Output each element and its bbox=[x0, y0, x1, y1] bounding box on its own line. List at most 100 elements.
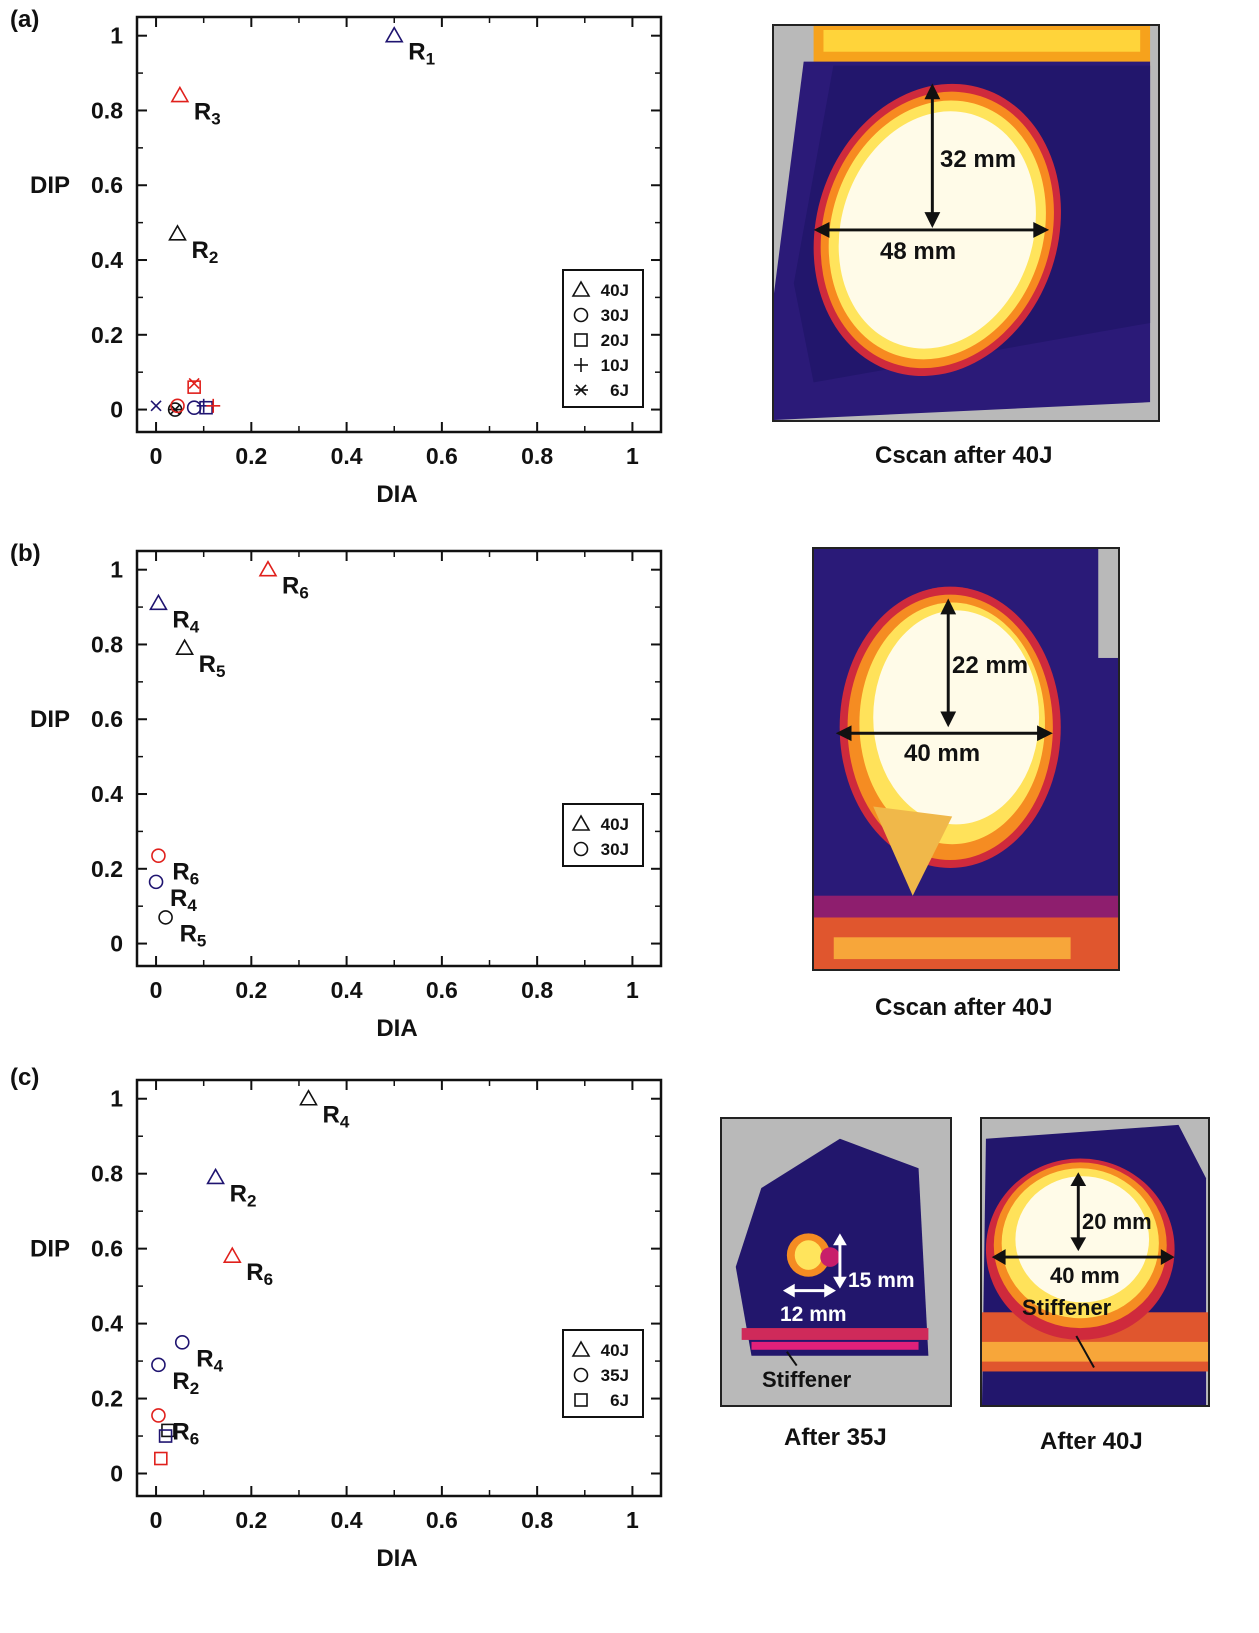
cscan-image-c-40j: 20 mm 40 mm Stiffener bbox=[980, 1117, 1210, 1407]
data-point-circle bbox=[186, 400, 202, 415]
scatter-plot-b: 000.20.20.40.40.60.60.80.811DIADIPR6R4R5… bbox=[30, 549, 663, 1042]
point-label: R2 bbox=[230, 1180, 257, 1210]
legend-label: 30J bbox=[601, 306, 629, 325]
point-label-subscript: 6 bbox=[264, 1270, 273, 1289]
legend-marker-asterisk bbox=[574, 384, 588, 396]
plot-frame bbox=[135, 15, 663, 434]
point-label-subscript: 2 bbox=[209, 248, 218, 267]
legend-label: 20J bbox=[601, 331, 629, 350]
legend-box bbox=[562, 803, 644, 867]
point-label: R5 bbox=[180, 920, 207, 950]
cscan-image-c-35j: 15 mm 12 mm Stiffener bbox=[720, 1117, 952, 1407]
point-label: R6 bbox=[282, 573, 309, 603]
data-point-triangle bbox=[384, 26, 404, 43]
data-point-triangle bbox=[170, 85, 190, 103]
legend-label: 30J bbox=[601, 840, 629, 859]
cscan-b-vertical-dimension: 22 mm bbox=[952, 652, 1029, 679]
x-tick-label: 0.6 bbox=[426, 1507, 458, 1533]
panel-label-b: (b) bbox=[10, 540, 41, 567]
x-tick-label: 0.4 bbox=[331, 1507, 363, 1533]
point-label: R4 bbox=[196, 1345, 223, 1375]
legend: 40J 35J 6J bbox=[562, 1329, 644, 1418]
legend-label: 35J bbox=[601, 1366, 629, 1385]
legend-label: 40J bbox=[601, 815, 629, 834]
x-tick-label: 0.2 bbox=[235, 1507, 267, 1533]
plot-frame bbox=[135, 1078, 663, 1498]
scatter-plot-a: 0 0 0.2 0.2 0.4 0.4 0.6 0.6 0.8 0.8 1 1 DIA DIP R1 R3 R2… bbox=[30, 15, 663, 508]
data-point-triangle bbox=[168, 224, 187, 241]
data-point-square bbox=[158, 1429, 173, 1443]
x-tick-label: 0 bbox=[150, 977, 163, 1003]
data-point-circle bbox=[151, 848, 166, 864]
point-label-subscript: 5 bbox=[216, 662, 225, 681]
point-label-subscript: 4 bbox=[190, 617, 200, 636]
point-label-subscript: 5 bbox=[197, 931, 206, 950]
y-tick-label: 0.8 bbox=[91, 1161, 123, 1187]
x-tick-label: 0.2 bbox=[235, 443, 267, 469]
x-tick-label: 0.8 bbox=[521, 977, 553, 1003]
x-tick-label: 0.6 bbox=[426, 977, 458, 1003]
y-tick-label: 0 bbox=[110, 397, 123, 423]
legend-marker-circle bbox=[573, 307, 589, 323]
legend-marker-circle bbox=[573, 841, 589, 857]
point-label: R6 bbox=[246, 1259, 273, 1289]
cscan-a-vertical-dimension: 32 mm bbox=[940, 146, 1017, 173]
legend-label: 40J bbox=[601, 1341, 629, 1360]
point-label: R4 bbox=[170, 885, 197, 915]
point-label: R5 bbox=[199, 651, 226, 681]
point-label-subscript: 1 bbox=[426, 50, 435, 69]
legend-label: 6J bbox=[610, 381, 629, 400]
legend: 40J 30J 20J 10J 6J bbox=[562, 269, 644, 408]
y-tick-label: 0.4 bbox=[91, 1311, 123, 1337]
y-axis-title: DIP bbox=[30, 706, 70, 733]
cscan-caption-b: Cscan after 40J bbox=[875, 994, 1053, 1021]
x-tick-label: 0.4 bbox=[331, 977, 363, 1003]
data-point-square bbox=[199, 400, 213, 415]
legend-marker-circle bbox=[573, 1367, 589, 1383]
x-tick-label: 1 bbox=[626, 1507, 639, 1533]
data-point-square bbox=[154, 1451, 168, 1466]
data-point-cross bbox=[188, 377, 200, 389]
cscan-c40-horizontal-dimension: 40 mm bbox=[1050, 1263, 1120, 1288]
x-tick-label: 0.8 bbox=[521, 1507, 553, 1533]
legend-box bbox=[562, 269, 644, 408]
y-tick-label: 1 bbox=[110, 557, 123, 583]
y-tick-label: 1 bbox=[110, 1086, 123, 1112]
data-point-circle bbox=[158, 910, 173, 925]
data-point-triangle bbox=[206, 1167, 225, 1185]
point-label-subscript: 4 bbox=[187, 896, 197, 915]
legend-label: 40J bbox=[601, 281, 629, 300]
y-tick-label: 0.2 bbox=[91, 1386, 123, 1412]
legend-marker-triangle bbox=[571, 814, 591, 831]
y-tick-label: 0 bbox=[110, 1461, 123, 1487]
panel-label-c: (c) bbox=[10, 1064, 40, 1091]
data-point-circle bbox=[170, 398, 185, 414]
data-point-plus bbox=[206, 398, 221, 413]
x-tick-label: 0.6 bbox=[426, 443, 458, 469]
y-tick-label: 0.8 bbox=[91, 97, 123, 123]
data-point-triangle bbox=[175, 638, 195, 656]
point-label-subscript: 6 bbox=[190, 870, 199, 889]
y-tick-label: 0.2 bbox=[91, 322, 123, 348]
data-point-triangle bbox=[299, 1089, 318, 1106]
y-axis-title: DIP bbox=[30, 172, 70, 199]
cscan-image-b: 22 mm 40 mm bbox=[812, 547, 1120, 971]
y-tick-label: 0 bbox=[110, 931, 123, 957]
legend-marker-square bbox=[574, 1393, 588, 1407]
x-axis-title: DIA bbox=[376, 1015, 417, 1042]
cscan-a-horizontal-dimension: 48 mm bbox=[880, 238, 957, 265]
data-point-triangle bbox=[222, 1246, 242, 1263]
x-tick-label: 0.2 bbox=[235, 977, 267, 1003]
point-label-subscript: 4 bbox=[340, 1113, 350, 1132]
point-label-subscript: 6 bbox=[190, 1429, 199, 1448]
point-label: R1 bbox=[408, 39, 435, 69]
point-label: R4 bbox=[172, 606, 199, 636]
cscan-caption-c-40j: After 40J bbox=[1040, 1428, 1143, 1455]
y-axis-title: DIP bbox=[30, 1236, 70, 1263]
cscan-c40-vertical-dimension: 20 mm bbox=[1082, 1209, 1152, 1234]
legend-label: 6J bbox=[610, 1391, 629, 1410]
x-axis-title: DIA bbox=[376, 1545, 417, 1572]
cscan-b-horizontal-dimension: 40 mm bbox=[904, 740, 981, 767]
x-tick-label: 0 bbox=[150, 443, 163, 469]
